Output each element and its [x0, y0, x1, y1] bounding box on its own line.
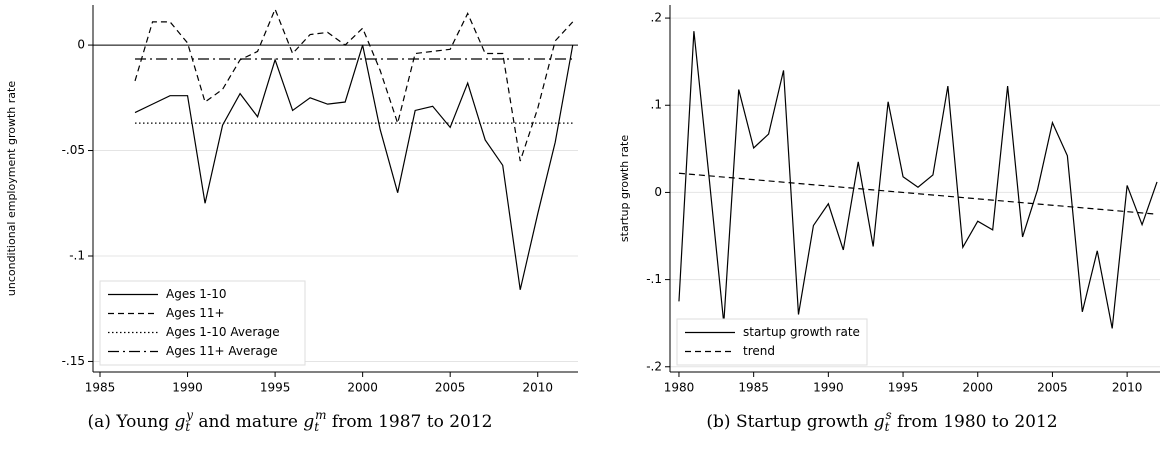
legend-label: startup growth rate [743, 325, 860, 339]
caption-sub: t [314, 420, 319, 434]
y-tick-label: 0 [654, 185, 662, 199]
legend-label: Ages 11+ [166, 306, 225, 320]
y-tick-label: -.15 [62, 354, 85, 368]
x-tick-label: 1980 [664, 381, 695, 395]
series-line [678, 172, 1158, 215]
y-axis-label: unconditional employment growth rate [5, 81, 18, 296]
caption-text: from 1980 to 2012 [892, 412, 1058, 432]
series-line [134, 44, 574, 290]
x-tick-label: 1990 [172, 381, 203, 395]
caption-text: (b) Startup growth [706, 412, 873, 432]
caption-text: and mature [193, 412, 303, 432]
x-tick-label: 2005 [435, 381, 466, 395]
x-tick-label: 1995 [888, 381, 919, 395]
y-tick-label: -.05 [62, 143, 85, 157]
legend-label: Ages 1-10 [166, 287, 227, 301]
caption-text: (a) Young [88, 412, 175, 432]
caption-sup: s [885, 408, 891, 422]
x-tick-label: 2000 [962, 381, 993, 395]
legend-label: Ages 11+ Average [166, 344, 278, 358]
x-tick-label: 2010 [522, 381, 553, 395]
y-tick-label: -.1 [69, 248, 85, 262]
y-tick-label: .2 [651, 11, 662, 25]
x-tick-label: 2000 [347, 381, 378, 395]
caption: (b) Startup growth gts​ from 1980 to 201… [706, 408, 1057, 434]
caption-math: g [303, 412, 314, 432]
legend-label: trend [743, 344, 775, 358]
y-tick-label: .1 [651, 98, 662, 112]
x-tick-label: 2005 [1037, 381, 1068, 395]
x-tick-label: 1985 [85, 381, 116, 395]
x-tick-label: 1985 [738, 381, 769, 395]
caption-sup: m [315, 408, 326, 422]
y-tick-label: 0 [77, 38, 85, 52]
x-tick-label: 1990 [813, 381, 844, 395]
caption-math: g [174, 412, 185, 432]
x-tick-label: 2010 [1112, 381, 1143, 395]
caption: (a) Young gty​ and mature gtm​ from 1987… [88, 408, 493, 434]
y-tick-label: -.2 [646, 359, 662, 373]
series-line [678, 31, 1158, 329]
y-tick-label: -.1 [646, 272, 662, 286]
series-line [134, 7, 574, 162]
legend-label: Ages 1-10 Average [166, 325, 280, 339]
y-axis-label: startup growth rate [618, 135, 631, 242]
x-tick-label: 1995 [260, 381, 291, 395]
caption-sub: t [185, 420, 190, 434]
caption-math: g [874, 412, 885, 432]
legend-box [676, 318, 868, 366]
caption-text: from 1987 to 2012 [327, 412, 493, 432]
caption-sub: t [885, 420, 890, 434]
caption-sup: y [185, 408, 193, 422]
